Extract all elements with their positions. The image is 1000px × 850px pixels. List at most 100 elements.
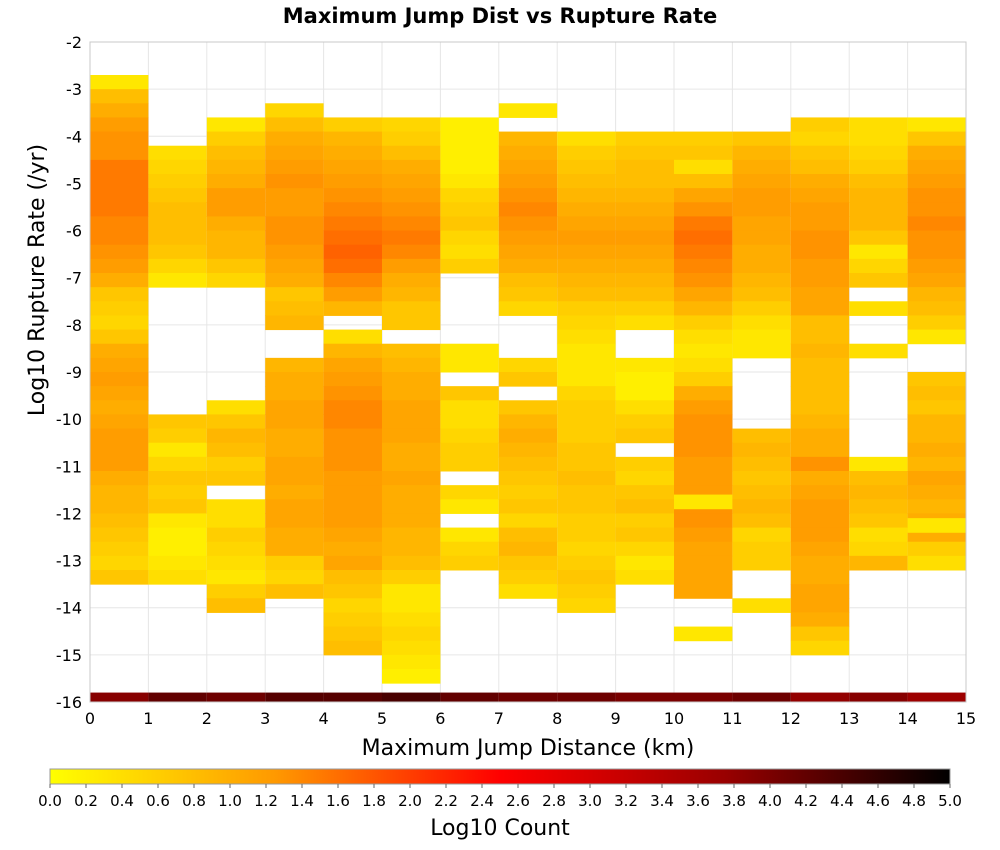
- heatmap-cell: [790, 386, 850, 401]
- heatmap-cell: [440, 357, 499, 373]
- heatmap-cell: [674, 188, 733, 203]
- heatmap-cell: [90, 485, 149, 500]
- heatmap-cells: [90, 75, 966, 703]
- heatmap-cell: [382, 131, 441, 147]
- heatmap-cell: [557, 555, 616, 571]
- heatmap-cell: [382, 343, 441, 359]
- heatmap-cell: [615, 216, 674, 232]
- heatmap-cell: [265, 117, 324, 133]
- heatmap-cell: [790, 244, 850, 260]
- x-tick-label: 2: [202, 709, 212, 728]
- heatmap-cell: [90, 414, 149, 430]
- heatmap-cell: [498, 174, 558, 189]
- heatmap-cell: [382, 273, 441, 288]
- heatmap-cell: [790, 159, 850, 175]
- heatmap-cell: [498, 131, 558, 147]
- heatmap-cell: [90, 244, 149, 260]
- heatmap-cell: [382, 527, 441, 543]
- heatmap-cell: [849, 202, 908, 217]
- heatmap-cell: [849, 145, 908, 161]
- heatmap-cell: [382, 372, 441, 387]
- heatmap-cell: [790, 230, 850, 246]
- heatmap-cell: [440, 485, 499, 500]
- heatmap-cell: [206, 584, 266, 599]
- heatmap-cell: [265, 471, 324, 486]
- heatmap-cell: [615, 287, 674, 302]
- heatmap-cell: [615, 414, 674, 430]
- heatmap-cell: [323, 372, 382, 387]
- heatmap-cell: [498, 372, 558, 387]
- heatmap-cell: [265, 414, 324, 430]
- heatmap-cell: [382, 287, 441, 302]
- heatmap-cell: [849, 188, 908, 203]
- heatmap-cell: [615, 174, 674, 189]
- heatmap-cell: [265, 145, 324, 161]
- heatmap-cell: [907, 216, 966, 232]
- heatmap-cell: [206, 216, 266, 232]
- heatmap-cell: [615, 499, 674, 514]
- heatmap-cell: [790, 273, 850, 288]
- heatmap-cell: [323, 400, 382, 415]
- heatmap-cell: [498, 301, 558, 316]
- heatmap-cell: [90, 372, 149, 387]
- heatmap-cell: [498, 287, 558, 302]
- heatmap-cell: [557, 329, 616, 345]
- heatmap-cell: [148, 513, 207, 529]
- heatmap-cell: [382, 244, 441, 260]
- heatmap-cell: [440, 174, 499, 189]
- heatmap-cell: [265, 188, 324, 203]
- heatmap-cell: [732, 485, 791, 500]
- colorbar-label: Log10 Count: [430, 816, 570, 841]
- heatmap-cell: [557, 584, 616, 599]
- heatmap-cell: [206, 159, 266, 175]
- heatmap-cell: [265, 499, 324, 514]
- heatmap-cell: [615, 485, 674, 500]
- colorbar-tick-label: 0.6: [146, 792, 170, 810]
- heatmap-cell: [674, 174, 733, 189]
- heatmap-cell: [732, 329, 791, 345]
- heatmap-cell: [557, 372, 616, 387]
- colorbar-tick-label: 2.4: [470, 792, 494, 810]
- heatmap-cell: [323, 244, 382, 260]
- heatmap-cell: [382, 174, 441, 189]
- heatmap-cell: [90, 202, 149, 217]
- heatmap-cell: [440, 258, 499, 274]
- heatmap-cell: [674, 494, 733, 510]
- heatmap-cell: [732, 513, 791, 529]
- heatmap-cell: [265, 386, 324, 401]
- heatmap-cell: [323, 117, 382, 133]
- heatmap-cell: [498, 527, 558, 543]
- heatmap-cell: [323, 145, 382, 161]
- heatmap-cell: [382, 692, 441, 703]
- heatmap-cell: [674, 357, 733, 373]
- heatmap-cell: [615, 145, 674, 161]
- heatmap-cell: [557, 216, 616, 232]
- heatmap-cell: [674, 584, 733, 599]
- heatmap-cell: [557, 428, 616, 444]
- heatmap-cell: [206, 414, 266, 430]
- heatmap-cell: [907, 188, 966, 203]
- heatmap-cell: [732, 315, 791, 331]
- heatmap-cell: [732, 692, 791, 703]
- x-tick-label: 3: [260, 709, 270, 728]
- heatmap-cell: [265, 301, 324, 316]
- heatmap-cell: [382, 626, 441, 642]
- heatmap-cell: [907, 174, 966, 189]
- heatmap-cell: [440, 131, 499, 147]
- x-tick-label: 6: [435, 709, 445, 728]
- heatmap-cell: [382, 188, 441, 203]
- heatmap-cell: [382, 654, 441, 670]
- heatmap-cell: [206, 541, 266, 557]
- heatmap-cell: [90, 174, 149, 189]
- heatmap-cell: [849, 485, 908, 500]
- heatmap-cell: [732, 159, 791, 175]
- heatmap-cell: [90, 343, 149, 359]
- heatmap-cell: [440, 216, 499, 232]
- heatmap-cell: [90, 400, 149, 415]
- heatmap-cell: [323, 159, 382, 175]
- heatmap-cell: [498, 244, 558, 260]
- heatmap-cell: [498, 357, 558, 373]
- x-tick-label: 7: [494, 709, 504, 728]
- heatmap-cell: [265, 230, 324, 246]
- heatmap-cell: [557, 456, 616, 472]
